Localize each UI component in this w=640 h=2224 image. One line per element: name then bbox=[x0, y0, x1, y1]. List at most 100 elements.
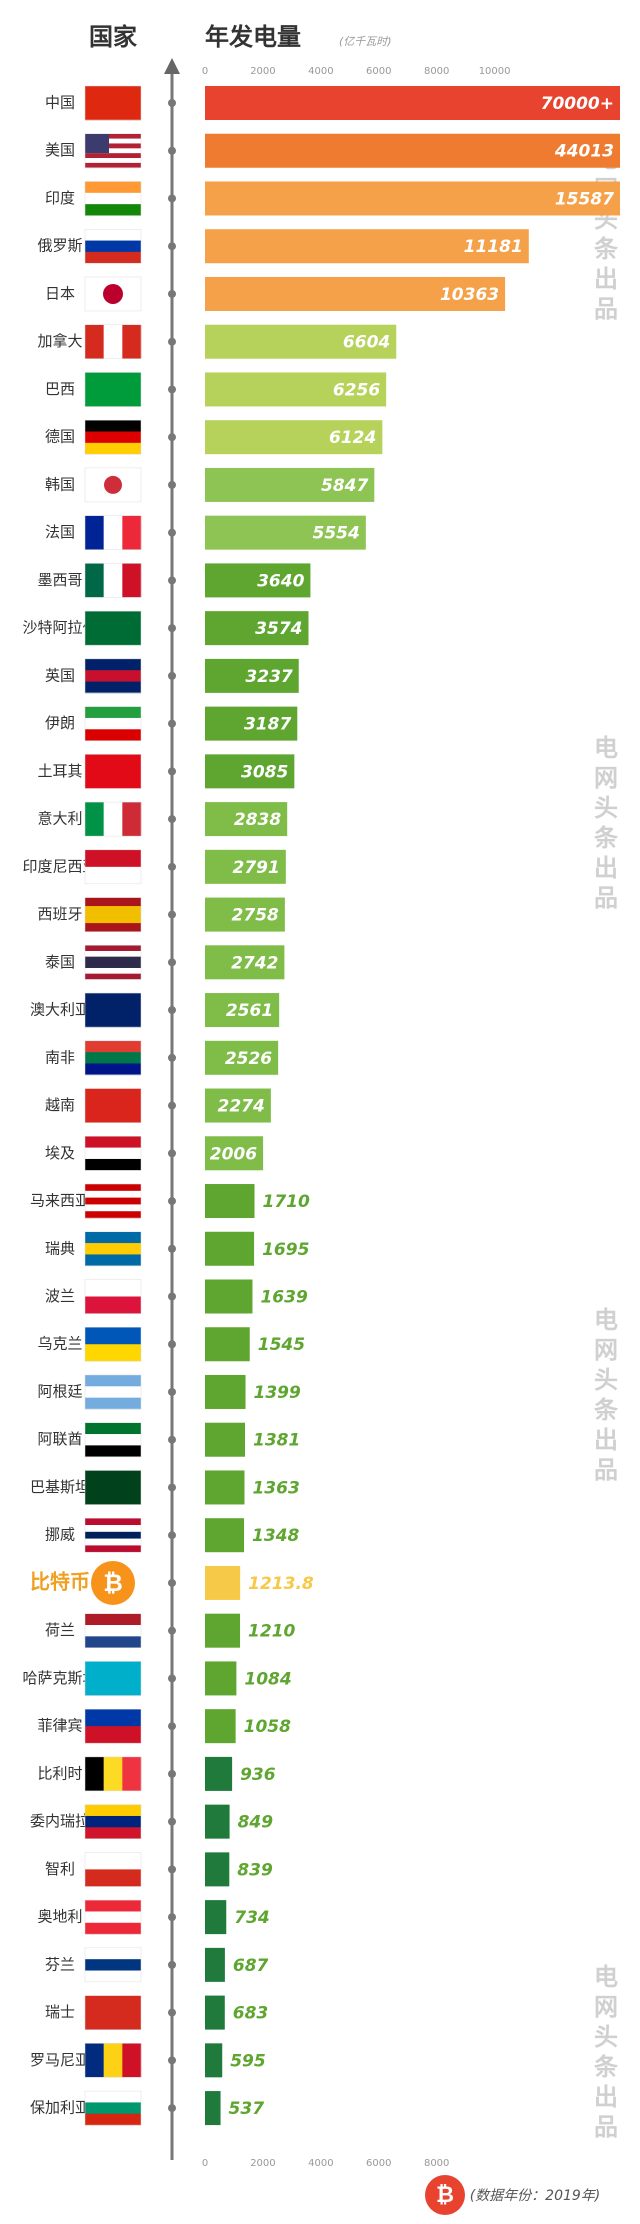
bar bbox=[205, 611, 309, 646]
bar bbox=[205, 1279, 253, 1314]
flag bbox=[85, 1088, 141, 1123]
flag bbox=[85, 563, 104, 598]
flag-border bbox=[84, 1136, 142, 1171]
axis-dot bbox=[168, 815, 176, 824]
value-label: 2742 bbox=[231, 953, 278, 973]
axis-dot bbox=[168, 1244, 176, 1253]
value-label: 1363 bbox=[252, 1478, 299, 1498]
flag bbox=[85, 1804, 141, 1817]
flag bbox=[103, 283, 123, 304]
flag-border bbox=[84, 992, 142, 1028]
value-label: 734 bbox=[234, 1908, 270, 1928]
category-label: 荷兰 bbox=[45, 1621, 75, 1639]
value-label: 595 bbox=[230, 2051, 266, 2071]
category-label: 阿根廷 bbox=[37, 1382, 82, 1400]
flag-border bbox=[84, 706, 142, 741]
value-label: 6256 bbox=[333, 380, 380, 400]
watermark: 网 bbox=[594, 1336, 618, 1364]
value-label: 3574 bbox=[255, 619, 302, 639]
bar bbox=[205, 1756, 233, 1791]
value-label: 3187 bbox=[244, 715, 291, 735]
flag-border bbox=[84, 467, 142, 503]
axis-dot bbox=[168, 910, 176, 919]
flag-border bbox=[84, 1470, 142, 1505]
flag bbox=[85, 1995, 141, 2030]
flag bbox=[91, 1560, 135, 1605]
flag bbox=[85, 1190, 141, 1198]
axis-dot bbox=[168, 1149, 176, 1158]
flag-border bbox=[84, 610, 142, 646]
flag-border bbox=[84, 1756, 142, 1792]
value-label: 1348 bbox=[252, 1526, 299, 1546]
flag bbox=[85, 2102, 141, 2115]
axis-dot bbox=[168, 1626, 176, 1635]
category-label: 法国 bbox=[45, 523, 75, 541]
category-label: 意大利 bbox=[37, 810, 82, 828]
axis-dot bbox=[168, 958, 176, 967]
bar bbox=[205, 706, 298, 741]
flag bbox=[85, 1197, 141, 1205]
bar bbox=[205, 802, 288, 837]
axis-dot bbox=[168, 99, 176, 107]
flag-border bbox=[84, 1899, 142, 1935]
category-label: 巴基斯坦 bbox=[30, 1478, 90, 1496]
category-label: 波兰 bbox=[45, 1287, 75, 1305]
category-label: 英国 bbox=[45, 666, 75, 684]
flag bbox=[85, 431, 141, 444]
bar bbox=[205, 276, 506, 311]
axis-dot bbox=[168, 576, 176, 585]
x-tick-label: 4000 bbox=[308, 2158, 333, 2169]
bar bbox=[205, 229, 529, 264]
axis-dot bbox=[168, 1817, 176, 1826]
watermark: 品 bbox=[594, 1456, 618, 1484]
footer: (数据年份：2019年) bbox=[470, 2188, 601, 2204]
watermark: 电 bbox=[594, 1306, 618, 1334]
flag bbox=[85, 1279, 141, 1297]
category-label: 日本 bbox=[45, 284, 75, 302]
x-tick-label: 8000 bbox=[424, 2158, 449, 2169]
flag bbox=[85, 1386, 141, 1398]
flag bbox=[85, 1970, 141, 1983]
flag bbox=[85, 1531, 141, 1539]
watermark: 头 bbox=[594, 794, 618, 822]
flag bbox=[85, 897, 141, 907]
chart-title: 国家 bbox=[89, 23, 137, 51]
flag bbox=[85, 973, 141, 980]
axis-dot bbox=[168, 1292, 176, 1301]
axis-dot bbox=[168, 1483, 176, 1492]
watermark: 头 bbox=[594, 1366, 618, 1394]
flag bbox=[85, 1726, 141, 1744]
axis-dot bbox=[168, 289, 176, 298]
flag bbox=[85, 1900, 141, 1912]
x-tick-label: 8000 bbox=[424, 66, 449, 77]
axis-dot bbox=[168, 1101, 176, 1110]
flag bbox=[85, 1434, 141, 1446]
flag bbox=[85, 153, 141, 159]
bar bbox=[205, 1088, 271, 1123]
x-tick-label: 4000 bbox=[308, 66, 333, 77]
bar bbox=[205, 1136, 264, 1171]
bar bbox=[205, 754, 295, 789]
flag-border bbox=[84, 801, 142, 837]
bar bbox=[205, 945, 285, 980]
category-label: 沙特阿拉伯 bbox=[22, 619, 97, 637]
axis-dot bbox=[168, 1722, 176, 1731]
flag-border bbox=[84, 372, 142, 407]
axis-dot bbox=[168, 2104, 176, 2113]
flag bbox=[85, 324, 104, 359]
category-label: 乌克兰 bbox=[37, 1335, 82, 1353]
flag-border bbox=[84, 228, 142, 264]
watermark: 网 bbox=[594, 1993, 618, 2021]
flag bbox=[85, 1625, 141, 1637]
category-label: 比特币 bbox=[30, 1569, 90, 1593]
flag bbox=[103, 2043, 123, 2078]
axis-dot bbox=[168, 1865, 176, 1874]
value-label: 6124 bbox=[329, 428, 376, 448]
value-label: 687 bbox=[233, 1956, 269, 1976]
bar bbox=[205, 1947, 225, 1982]
flag bbox=[85, 906, 141, 915]
watermark: 电 bbox=[594, 1963, 618, 1991]
flag bbox=[85, 1518, 141, 1526]
flag-border bbox=[84, 181, 142, 216]
logo bbox=[425, 2175, 465, 2215]
